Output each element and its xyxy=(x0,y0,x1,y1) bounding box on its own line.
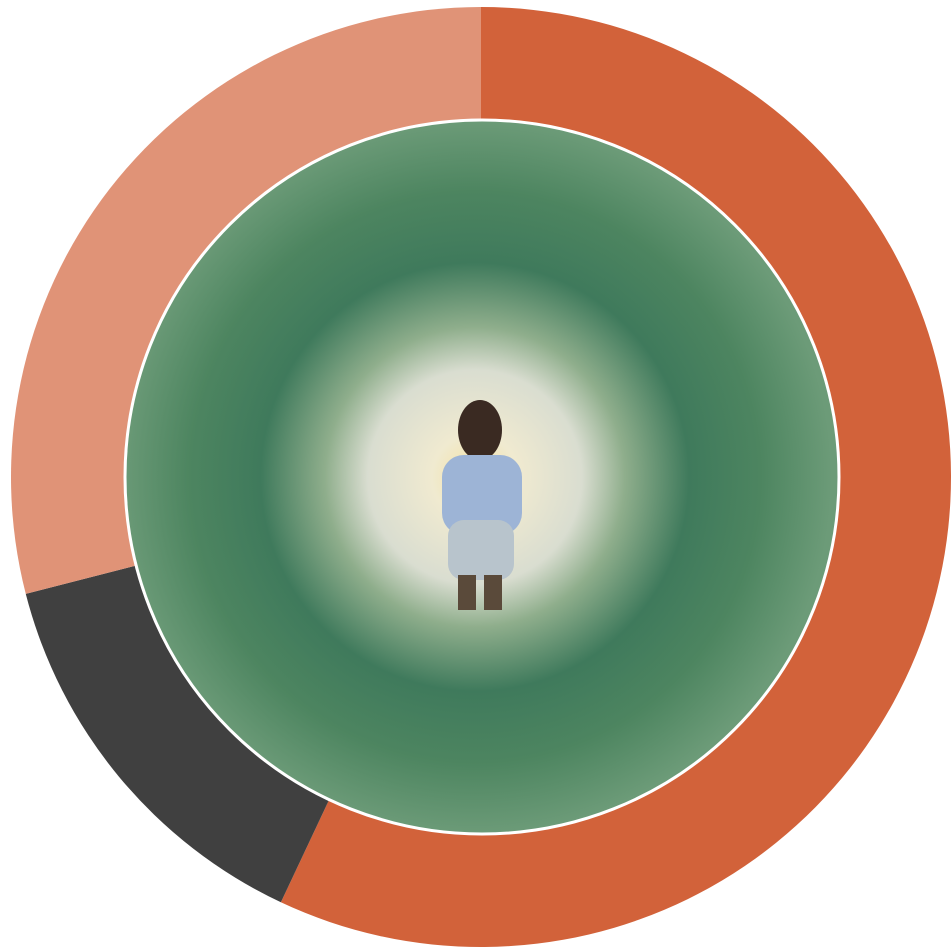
person xyxy=(442,400,522,610)
